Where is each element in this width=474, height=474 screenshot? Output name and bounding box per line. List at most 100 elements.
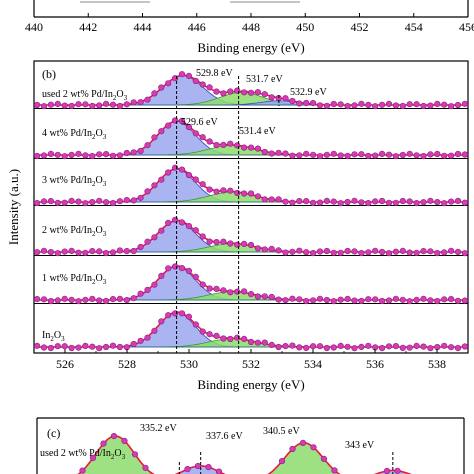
data-point bbox=[144, 286, 151, 294]
data-point bbox=[323, 247, 331, 255]
data-point bbox=[385, 199, 393, 206]
data-point bbox=[337, 101, 344, 108]
data-point bbox=[344, 247, 351, 255]
data-point bbox=[399, 197, 406, 205]
data-point bbox=[213, 285, 220, 293]
data-point bbox=[372, 103, 379, 110]
sample-label: In2O3 bbox=[42, 330, 65, 343]
data-point bbox=[448, 247, 455, 254]
x-tick-label: 442 bbox=[79, 20, 97, 34]
subscript-text: 3 bbox=[103, 133, 107, 141]
data-point bbox=[454, 248, 462, 255]
data-point bbox=[420, 102, 427, 110]
data-point bbox=[116, 343, 123, 351]
data-point bbox=[165, 169, 172, 176]
data-point bbox=[96, 248, 103, 255]
data-point bbox=[413, 200, 420, 207]
data-point bbox=[316, 199, 324, 206]
data-point bbox=[337, 152, 344, 159]
data-point bbox=[137, 290, 144, 297]
data-point bbox=[379, 248, 386, 256]
label-text: O bbox=[96, 273, 103, 284]
data-point bbox=[254, 339, 261, 346]
data-point bbox=[184, 466, 191, 473]
data-point bbox=[47, 344, 55, 352]
data-point bbox=[89, 153, 96, 160]
data-point bbox=[220, 238, 227, 245]
data-point bbox=[144, 188, 151, 195]
data-point bbox=[379, 101, 386, 108]
data-point bbox=[130, 197, 137, 204]
label-text: O bbox=[96, 225, 103, 236]
data-point bbox=[220, 90, 227, 97]
panel-c: (c) 335.2 eV 337.6 eV 340.5 eV 343 eV used 2 … bbox=[36, 417, 465, 474]
data-point bbox=[448, 103, 455, 110]
data-point bbox=[351, 345, 358, 352]
data-point bbox=[206, 238, 213, 245]
data-point bbox=[185, 267, 192, 275]
data-point bbox=[213, 332, 220, 340]
data-point bbox=[130, 149, 137, 156]
data-point bbox=[296, 344, 303, 351]
peak-annotation: 532.9 eV bbox=[290, 87, 327, 98]
data-point bbox=[241, 89, 248, 96]
data-point bbox=[261, 91, 268, 98]
data-point bbox=[268, 196, 275, 203]
data-point bbox=[275, 296, 282, 303]
peak-annotation: 335.2 eV bbox=[140, 423, 177, 434]
data-point bbox=[406, 150, 413, 157]
data-point bbox=[151, 134, 158, 141]
data-point bbox=[441, 152, 448, 159]
data-point bbox=[75, 344, 82, 351]
label-text: 1 wt% Pd/In bbox=[42, 273, 92, 284]
data-point bbox=[185, 123, 192, 131]
data-point bbox=[296, 296, 303, 303]
panel-label: (b) bbox=[42, 67, 56, 81]
data-point bbox=[351, 297, 358, 304]
data-point bbox=[96, 345, 103, 352]
data-point bbox=[144, 142, 151, 149]
data-point bbox=[254, 193, 261, 200]
data-point bbox=[54, 199, 61, 206]
data-point bbox=[296, 247, 303, 254]
panel-label: (c) bbox=[47, 426, 60, 440]
x-tick-label: 444 bbox=[134, 20, 152, 34]
data-point bbox=[434, 250, 441, 257]
data-point bbox=[331, 467, 338, 474]
data-point bbox=[372, 198, 379, 205]
data-point bbox=[461, 250, 469, 257]
data-point bbox=[75, 249, 82, 256]
data-point bbox=[399, 247, 406, 254]
data-point bbox=[89, 343, 96, 350]
data-point bbox=[247, 144, 255, 151]
data-point bbox=[151, 182, 158, 189]
data-point bbox=[454, 197, 462, 204]
label-text: O bbox=[96, 128, 103, 139]
data-point bbox=[261, 339, 268, 346]
subscript-text: 3 bbox=[124, 94, 128, 102]
data-point bbox=[40, 152, 48, 159]
data-point bbox=[109, 342, 117, 349]
data-point bbox=[158, 176, 165, 183]
data-point bbox=[323, 344, 331, 352]
data-point bbox=[123, 297, 130, 304]
data-point bbox=[427, 102, 434, 109]
spectrum-4: 2 wt% Pd/In2O3 bbox=[33, 216, 469, 257]
data-point bbox=[420, 295, 427, 302]
data-point bbox=[310, 250, 317, 257]
data-point bbox=[299, 439, 307, 447]
data-point bbox=[227, 240, 234, 247]
data-point bbox=[40, 344, 48, 351]
data-point bbox=[399, 102, 406, 110]
data-point bbox=[206, 138, 213, 145]
fit-envelope bbox=[77, 435, 412, 474]
data-point bbox=[427, 248, 434, 255]
subscript-text: 3 bbox=[103, 230, 107, 238]
x-axis-label: Binding energy (eV) bbox=[197, 377, 304, 392]
data-point bbox=[61, 248, 68, 255]
data-point bbox=[461, 199, 469, 206]
data-point bbox=[199, 328, 206, 335]
data-point bbox=[365, 152, 372, 160]
data-point bbox=[379, 197, 386, 205]
